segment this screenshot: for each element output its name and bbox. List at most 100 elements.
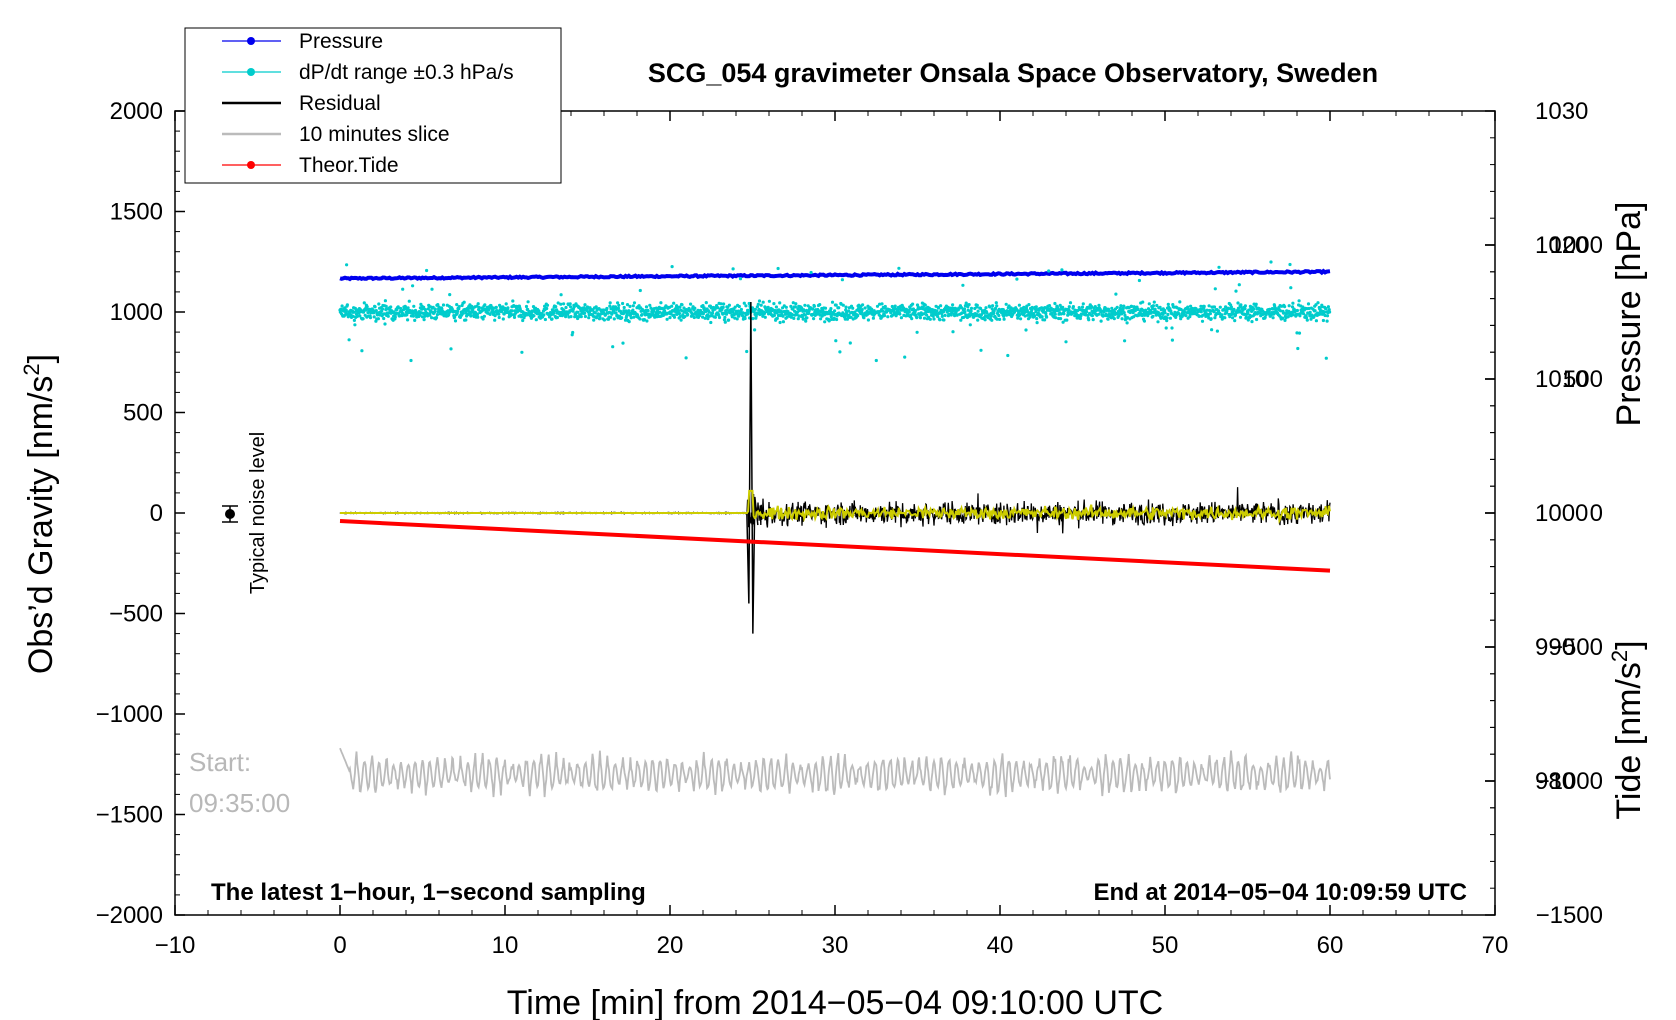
dpdt-point bbox=[644, 305, 649, 309]
dpdt-point bbox=[1016, 316, 1020, 320]
dpdt-point bbox=[550, 317, 554, 321]
dpdt-point bbox=[1166, 312, 1170, 317]
dpdt-point bbox=[1208, 312, 1212, 316]
dpdt-point bbox=[851, 306, 855, 310]
dpdt-point bbox=[860, 310, 864, 314]
dpdt-point bbox=[1034, 305, 1038, 309]
dpdt-point bbox=[870, 307, 874, 311]
dpdt-point bbox=[932, 317, 936, 321]
dpdt-point bbox=[678, 305, 682, 309]
dpdt-point bbox=[803, 313, 807, 317]
dpdt-point bbox=[826, 312, 830, 316]
dpdt-point bbox=[723, 320, 727, 324]
dpdt-point bbox=[441, 303, 446, 307]
x-tick-label: −10 bbox=[155, 932, 196, 959]
dpdt-point bbox=[1035, 317, 1039, 321]
dpdt-point bbox=[781, 314, 785, 318]
dpdt-point bbox=[1163, 308, 1167, 312]
dpdt-point bbox=[1006, 353, 1010, 358]
dpdt-point bbox=[629, 316, 633, 320]
dpdt-point bbox=[935, 309, 939, 313]
dpdt-point bbox=[925, 313, 929, 317]
dpdt-point bbox=[1255, 317, 1259, 322]
pressure-tick-label: 990 bbox=[1535, 634, 1575, 661]
dpdt-point bbox=[347, 338, 351, 342]
dpdt-point bbox=[722, 318, 727, 322]
y-tick-label: −1000 bbox=[96, 701, 163, 728]
dpdt-point bbox=[1323, 313, 1327, 318]
dpdt-point bbox=[461, 311, 465, 315]
dpdt-point bbox=[949, 313, 953, 317]
dpdt-point bbox=[1287, 309, 1291, 313]
dpdt-point bbox=[886, 315, 890, 319]
dpdt-point bbox=[430, 316, 434, 320]
dpdt-point bbox=[988, 305, 992, 309]
dpdt-point bbox=[804, 319, 808, 323]
dpdt-point bbox=[464, 318, 468, 322]
dpdt-point bbox=[482, 314, 486, 318]
dpdt-point bbox=[931, 314, 935, 318]
dpdt-point bbox=[542, 313, 546, 317]
dpdt-point bbox=[739, 307, 744, 312]
y-tick-label: 0 bbox=[150, 500, 163, 527]
dpdt-point bbox=[677, 311, 682, 316]
dpdt-point bbox=[534, 318, 538, 322]
dpdt-point bbox=[1091, 318, 1095, 322]
dpdt-point bbox=[856, 314, 860, 318]
dpdt-point bbox=[559, 293, 563, 297]
dpdt-point bbox=[569, 315, 573, 319]
x-tick-label: 50 bbox=[1152, 932, 1179, 959]
dpdt-point bbox=[731, 267, 735, 271]
dpdt-point bbox=[457, 305, 461, 309]
dpdt-point bbox=[435, 313, 439, 317]
dpdt-point bbox=[1059, 312, 1063, 316]
dpdt-point bbox=[581, 309, 586, 313]
dpdt-point bbox=[1263, 315, 1267, 319]
dpdt-point bbox=[992, 311, 996, 315]
dpdt-point bbox=[422, 318, 426, 322]
legend-box bbox=[184, 27, 562, 184]
dpdt-point bbox=[1120, 312, 1124, 316]
dpdt-point bbox=[844, 305, 848, 309]
dpdt-point bbox=[789, 304, 793, 308]
dpdt-point bbox=[761, 314, 765, 318]
tide-tick-label: −500 bbox=[1549, 634, 1603, 661]
dpdt-point bbox=[376, 317, 380, 321]
dpdt-point bbox=[407, 299, 411, 303]
dpdt-point bbox=[823, 320, 827, 324]
dpdt-point bbox=[532, 314, 536, 318]
dpdt-point bbox=[377, 302, 381, 306]
dpdt-point bbox=[893, 304, 897, 308]
dpdt-point bbox=[976, 318, 980, 322]
dpdt-point bbox=[1065, 318, 1069, 322]
dpdt-point bbox=[761, 300, 765, 304]
dpdt-point bbox=[672, 301, 676, 305]
dpdt-point bbox=[963, 310, 967, 314]
dpdt-point bbox=[993, 306, 998, 311]
dpdt-point bbox=[382, 316, 386, 321]
dpdt-point bbox=[433, 310, 437, 314]
dpdt-point bbox=[757, 299, 762, 303]
dpdt-point bbox=[1325, 314, 1330, 318]
dpdt-point bbox=[602, 318, 607, 322]
dpdt-point bbox=[899, 316, 904, 320]
dpdt-point bbox=[961, 283, 965, 287]
dpdt-point bbox=[1097, 303, 1101, 307]
legend-label: 10 minutes slice bbox=[299, 123, 450, 146]
dpdt-point bbox=[1229, 305, 1233, 309]
dpdt-point bbox=[707, 310, 711, 314]
dpdt-point bbox=[678, 314, 682, 319]
dpdt-point bbox=[497, 312, 501, 316]
dpdt-point bbox=[942, 318, 946, 322]
dpdt-point bbox=[428, 313, 432, 317]
dpdt-point bbox=[1142, 319, 1146, 323]
dpdt-point bbox=[545, 306, 549, 311]
dpdt-point bbox=[1156, 320, 1160, 324]
dpdt-point bbox=[1136, 307, 1140, 311]
dpdt-point bbox=[621, 301, 625, 306]
dpdt-point bbox=[373, 305, 377, 309]
dpdt-point bbox=[1112, 317, 1116, 321]
dpdt-point bbox=[1140, 313, 1144, 318]
legend-label: Residual bbox=[299, 92, 381, 115]
dpdt-point bbox=[448, 293, 452, 297]
